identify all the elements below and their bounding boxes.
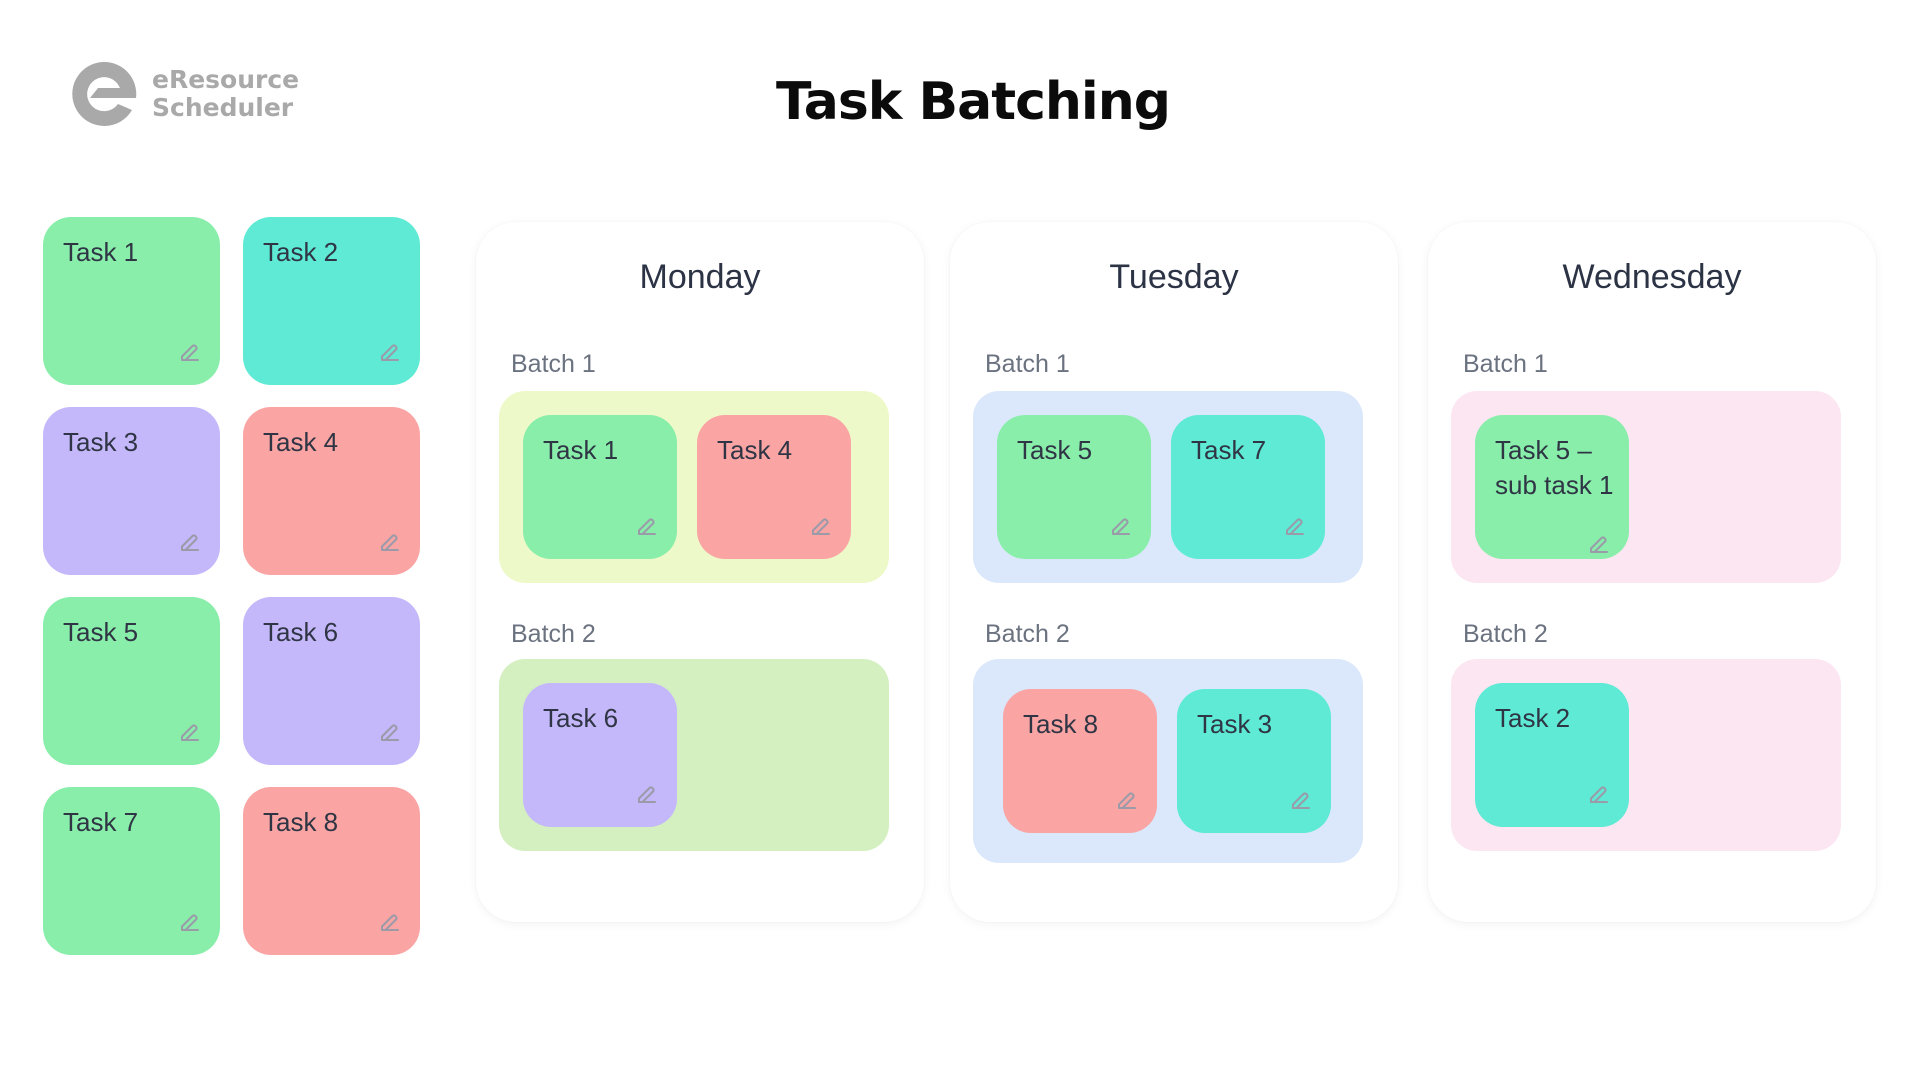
- batch-box[interactable]: Task 2: [1451, 659, 1841, 851]
- batch-box[interactable]: Task 1 Task 4: [499, 391, 889, 583]
- pencil-icon[interactable]: [1587, 533, 1611, 557]
- task-label: Task 2: [1495, 703, 1571, 733]
- task-label: Task 6: [263, 617, 339, 647]
- pencil-icon[interactable]: [1289, 789, 1313, 813]
- pencil-icon[interactable]: [809, 515, 833, 539]
- pool-task-card[interactable]: Task 5: [43, 597, 220, 765]
- batch-task-card[interactable]: Task 7: [1171, 415, 1325, 559]
- pencil-icon[interactable]: [1115, 789, 1139, 813]
- task-pool: Task 1 Task 2 Task 3 Task 4 Task 5 Task …: [43, 217, 420, 955]
- batch-box[interactable]: Task 8 Task 3: [973, 659, 1363, 863]
- pencil-icon[interactable]: [178, 911, 202, 935]
- pencil-icon[interactable]: [178, 341, 202, 365]
- pencil-icon[interactable]: [378, 721, 402, 745]
- task-label: Task 7: [63, 807, 139, 837]
- task-label: Task 8: [263, 807, 339, 837]
- task-label: Task 3: [1197, 709, 1273, 739]
- batch-box[interactable]: Task 5 Task 7: [973, 391, 1363, 583]
- logo-line1: eResource: [152, 65, 300, 94]
- task-label: Task 1: [63, 237, 139, 267]
- page-title: Task Batching: [776, 72, 1171, 132]
- batch-task-card[interactable]: Task 2: [1475, 683, 1629, 827]
- batch-task-card[interactable]: Task 5 – sub task 1: [1475, 415, 1629, 559]
- batch-box[interactable]: Task 5 – sub task 1: [1451, 391, 1841, 583]
- batch-task-card[interactable]: Task 1: [523, 415, 677, 559]
- pencil-icon[interactable]: [1587, 783, 1611, 807]
- batch-label: Batch 2: [1463, 620, 1548, 648]
- task-label: Task 5: [1017, 435, 1093, 465]
- task-label: Task 7: [1191, 435, 1267, 465]
- pencil-icon[interactable]: [378, 531, 402, 555]
- pencil-icon[interactable]: [635, 515, 659, 539]
- batch-box[interactable]: Task 6: [499, 659, 889, 851]
- pool-task-card[interactable]: Task 8: [243, 787, 420, 955]
- pencil-icon[interactable]: [635, 783, 659, 807]
- batch-label: Batch 1: [985, 350, 1070, 378]
- batch-label: Batch 1: [1463, 350, 1548, 378]
- pencil-icon[interactable]: [378, 911, 402, 935]
- task-label: Task 2: [263, 237, 339, 267]
- task-label: Task 4: [717, 435, 793, 465]
- task-label: Task 6: [543, 703, 619, 733]
- day-column-wednesday: Wednesday Batch 1 Task 5 – sub task 1 Ba…: [1428, 222, 1876, 922]
- task-label: Task 4: [263, 427, 339, 457]
- batch-task-card[interactable]: Task 6: [523, 683, 677, 827]
- batch-label: Batch 2: [511, 620, 596, 648]
- pencil-icon[interactable]: [178, 531, 202, 555]
- day-title: Tuesday: [1109, 258, 1239, 296]
- pool-task-card[interactable]: Task 2: [243, 217, 420, 385]
- logo-line2: Scheduler: [152, 93, 294, 122]
- task-label: Task 1: [543, 435, 619, 465]
- pencil-icon[interactable]: [1283, 515, 1307, 539]
- batch-task-card[interactable]: Task 3: [1177, 689, 1331, 833]
- pool-task-card[interactable]: Task 7: [43, 787, 220, 955]
- batch-task-card[interactable]: Task 4: [697, 415, 851, 559]
- batch-label: Batch 1: [511, 350, 596, 378]
- pool-task-card[interactable]: Task 6: [243, 597, 420, 765]
- batch-task-card[interactable]: Task 8: [1003, 689, 1157, 833]
- pool-task-card[interactable]: Task 4: [243, 407, 420, 575]
- batch-label: Batch 2: [985, 620, 1070, 648]
- pencil-icon[interactable]: [1109, 515, 1133, 539]
- task-label: Task 5 – sub task 1: [1495, 435, 1614, 500]
- task-label: Task 3: [63, 427, 139, 457]
- pencil-icon[interactable]: [178, 721, 202, 745]
- batch-task-card[interactable]: Task 5: [997, 415, 1151, 559]
- pool-task-card[interactable]: Task 3: [43, 407, 220, 575]
- logo: eResource Scheduler: [68, 58, 299, 130]
- pencil-icon[interactable]: [378, 341, 402, 365]
- task-label: Task 5: [63, 617, 139, 647]
- day-title: Wednesday: [1562, 258, 1742, 296]
- day-column-tuesday: Tuesday Batch 1 Task 5 Task 7 Batch 2 Ta…: [950, 222, 1398, 922]
- pool-task-card[interactable]: Task 1: [43, 217, 220, 385]
- day-title: Monday: [639, 258, 761, 296]
- task-label: Task 8: [1023, 709, 1099, 739]
- eresource-logo-icon: [72, 61, 137, 126]
- day-column-monday: Monday Batch 1 Task 1 Task 4 Batch 2 Tas…: [476, 222, 924, 922]
